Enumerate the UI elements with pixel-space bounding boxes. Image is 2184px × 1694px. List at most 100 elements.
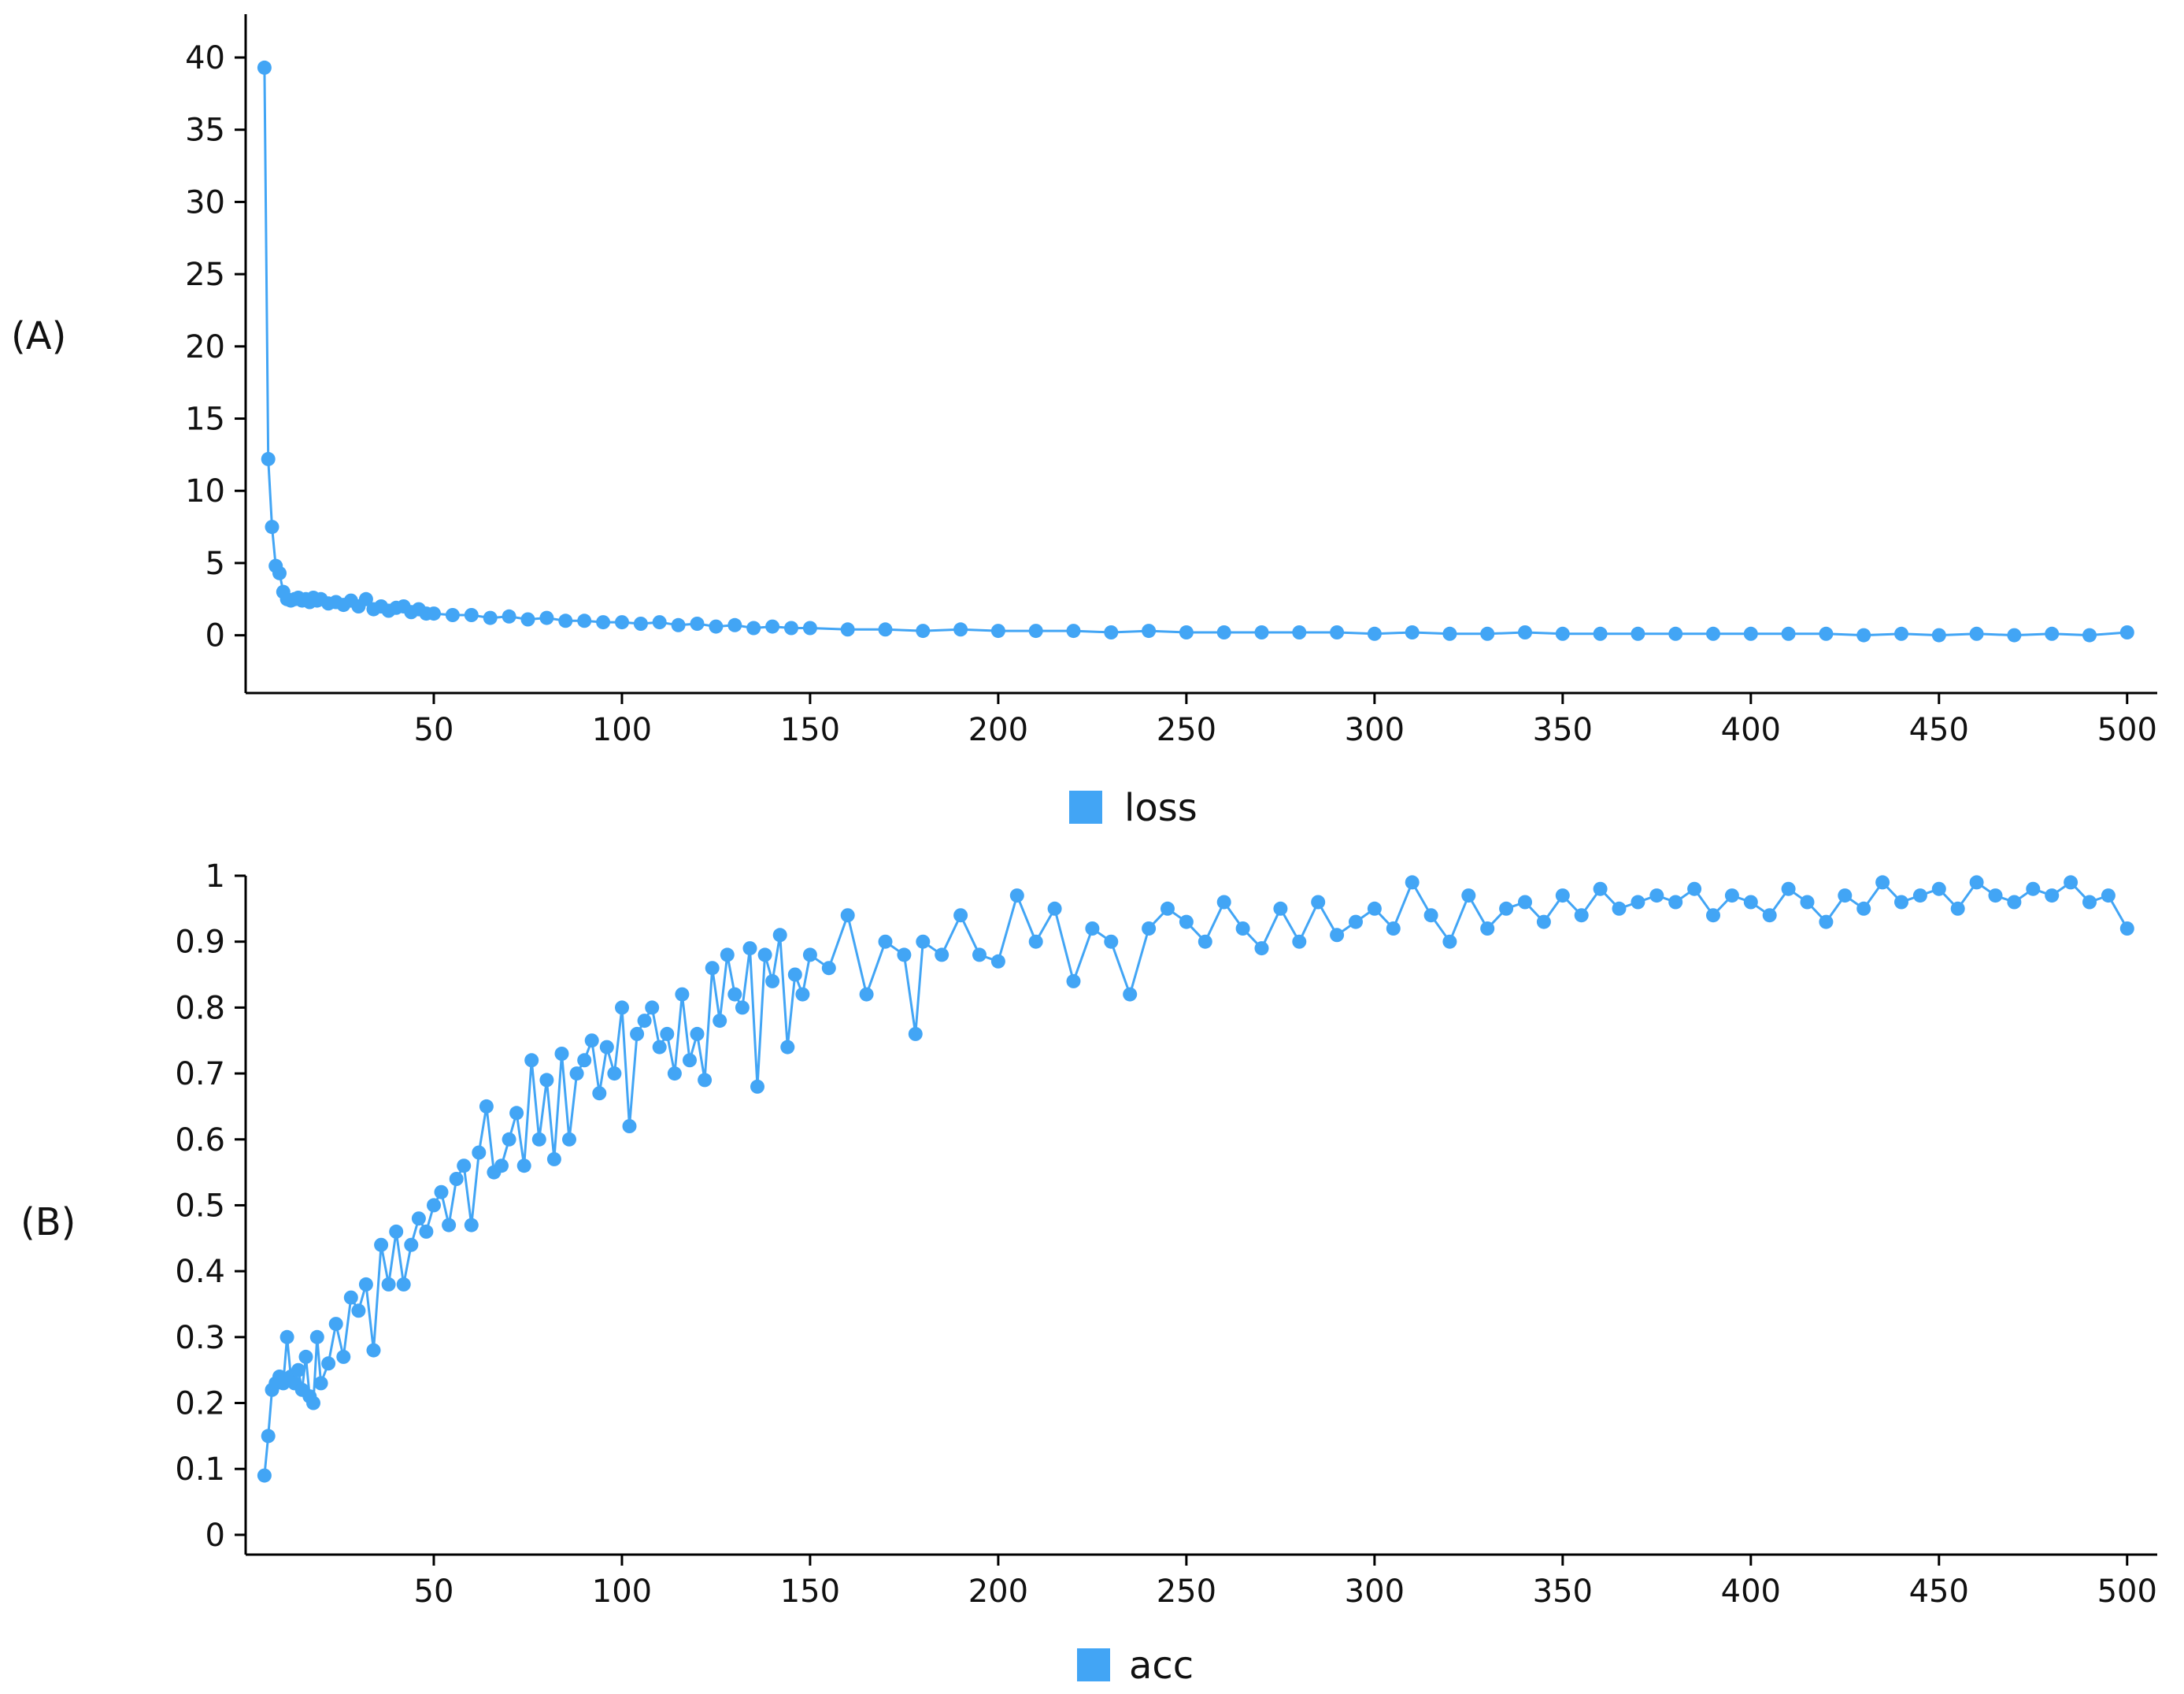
data-point: [1009, 888, 1024, 903]
data-point: [1216, 895, 1231, 910]
data-point: [709, 619, 724, 634]
data-point: [1142, 921, 1157, 936]
x-tick-label: 150: [780, 1574, 840, 1610]
data-point: [427, 606, 441, 621]
panel-a-x-ticks: 50 100 150 200 250 300 350 400 450 500: [414, 693, 2157, 748]
data-point: [1969, 626, 1984, 641]
data-point: [272, 565, 287, 580]
data-point: [1273, 901, 1288, 916]
data-point: [2045, 626, 2060, 641]
series-line-acc: [263, 879, 2129, 1476]
data-point: [675, 987, 690, 1002]
data-point: [878, 622, 893, 637]
data-point: [1800, 895, 1815, 910]
data-point: [607, 1066, 622, 1081]
data-point: [479, 1099, 494, 1114]
panel-a-loss-chart: (A) 0 5 10 15 20 25 30 35 40 50 100 150 200 250 300 35…: [11, 14, 2157, 830]
data-point: [1367, 626, 1382, 641]
data-point: [2007, 895, 2022, 910]
data-point: [1875, 875, 1890, 890]
data-point: [592, 1086, 607, 1101]
panel-b-acc-series: [257, 875, 2134, 1483]
data-point: [622, 1119, 637, 1133]
data-point: [1480, 626, 1495, 641]
data-point: [291, 1362, 305, 1377]
data-point: [637, 1014, 652, 1029]
data-point: [261, 451, 276, 466]
data-point: [524, 1053, 539, 1068]
x-tick-label: 450: [1909, 1574, 1969, 1610]
x-tick-label: 250: [1157, 1574, 1216, 1610]
data-point: [1762, 908, 1777, 923]
data-point: [442, 1218, 457, 1233]
data-point: [652, 1040, 667, 1055]
x-tick-label: 400: [1721, 1574, 1781, 1610]
y-tick-label: 30: [185, 184, 225, 221]
data-point: [539, 610, 554, 625]
x-tick-label: 100: [592, 712, 652, 748]
data-point: [859, 987, 874, 1002]
data-point: [1856, 901, 1871, 916]
data-point: [1311, 895, 1326, 910]
data-point: [802, 947, 817, 962]
x-tick-label: 500: [2097, 1574, 2157, 1610]
y-tick-label: 10: [185, 473, 225, 510]
data-point: [660, 1026, 675, 1041]
data-point: [374, 1237, 389, 1252]
x-tick-label: 300: [1345, 1574, 1405, 1610]
data-point: [389, 1224, 404, 1239]
data-point: [531, 1132, 546, 1147]
data-point: [1066, 973, 1081, 988]
data-point: [667, 1066, 682, 1081]
data-point: [1724, 888, 1739, 903]
data-point: [1536, 914, 1551, 929]
data-point: [427, 1198, 441, 1213]
data-point: [309, 1329, 324, 1344]
data-point: [1254, 941, 1269, 956]
y-tick-label: 35: [185, 113, 225, 149]
panel-a-legend-swatch: [1069, 791, 1102, 824]
data-point: [750, 1079, 764, 1094]
data-point: [404, 1237, 419, 1252]
data-point: [972, 947, 987, 962]
data-point: [683, 1053, 697, 1068]
data-point: [840, 908, 855, 923]
data-point: [1894, 626, 1908, 641]
panel-b-acc-chart: (B) 0 0.1 0.2 0.3 0.4 0.5 0.6 0.7 0.8 0.9 1 50 100 1…: [20, 858, 2157, 1688]
data-point: [742, 941, 757, 956]
data-point: [1405, 875, 1420, 890]
data-point: [1442, 934, 1457, 949]
data-point: [599, 1040, 614, 1055]
data-point: [1104, 625, 1119, 639]
data-point: [787, 967, 802, 982]
data-point: [1649, 888, 1664, 903]
x-tick-label: 50: [414, 712, 454, 748]
data-point: [1085, 921, 1100, 936]
data-point: [1386, 921, 1401, 936]
data-point: [279, 1329, 294, 1344]
data-point: [1480, 921, 1495, 936]
data-point: [698, 1073, 713, 1088]
data-point: [1631, 895, 1645, 910]
data-point: [265, 520, 279, 535]
data-point: [897, 947, 912, 962]
data-point: [1423, 908, 1438, 923]
data-point: [1574, 908, 1589, 923]
data-point: [916, 934, 931, 949]
data-point: [690, 617, 705, 631]
data-point: [795, 987, 810, 1002]
data-point: [1593, 881, 1608, 896]
data-point: [257, 60, 272, 75]
data-point: [1461, 888, 1476, 903]
data-point: [645, 1000, 660, 1015]
data-point: [720, 947, 735, 962]
data-point: [1499, 901, 1514, 916]
data-point: [746, 621, 761, 636]
data-point: [727, 617, 742, 632]
data-point: [1028, 934, 1043, 949]
x-tick-label: 500: [2097, 712, 2157, 748]
y-tick-label: 15: [185, 402, 225, 438]
data-point: [321, 1356, 336, 1371]
data-point: [358, 1277, 373, 1292]
